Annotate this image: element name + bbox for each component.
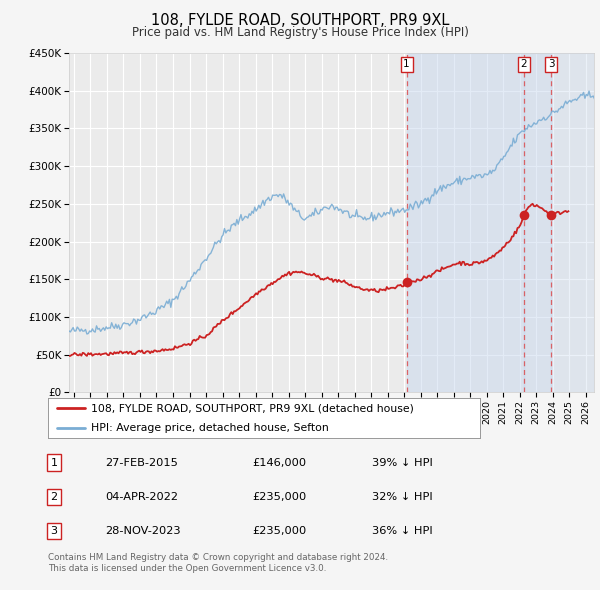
Text: £235,000: £235,000 [252, 526, 306, 536]
Text: £235,000: £235,000 [252, 492, 306, 502]
Text: 04-APR-2022: 04-APR-2022 [105, 492, 178, 502]
Text: 28-NOV-2023: 28-NOV-2023 [105, 526, 181, 536]
Text: 2: 2 [521, 60, 527, 70]
Text: Price paid vs. HM Land Registry's House Price Index (HPI): Price paid vs. HM Land Registry's House … [131, 26, 469, 39]
Text: 3: 3 [548, 60, 554, 70]
Text: 1: 1 [50, 458, 58, 467]
Text: £146,000: £146,000 [252, 458, 306, 467]
Text: 36% ↓ HPI: 36% ↓ HPI [372, 526, 433, 536]
Text: 108, FYLDE ROAD, SOUTHPORT, PR9 9XL: 108, FYLDE ROAD, SOUTHPORT, PR9 9XL [151, 13, 449, 28]
Text: 3: 3 [50, 526, 58, 536]
Text: 32% ↓ HPI: 32% ↓ HPI [372, 492, 433, 502]
Bar [551, 53, 594, 392]
Bar [407, 53, 524, 392]
Text: 1: 1 [403, 60, 410, 70]
Text: 108, FYLDE ROAD, SOUTHPORT, PR9 9XL (detached house): 108, FYLDE ROAD, SOUTHPORT, PR9 9XL (det… [91, 404, 414, 414]
Text: 39% ↓ HPI: 39% ↓ HPI [372, 458, 433, 467]
Text: Contains HM Land Registry data © Crown copyright and database right 2024.
This d: Contains HM Land Registry data © Crown c… [48, 553, 388, 573]
Bar [524, 53, 551, 392]
Text: 2: 2 [50, 492, 58, 502]
Text: HPI: Average price, detached house, Sefton: HPI: Average price, detached house, Seft… [91, 423, 329, 432]
Text: 27-FEB-2015: 27-FEB-2015 [105, 458, 178, 467]
